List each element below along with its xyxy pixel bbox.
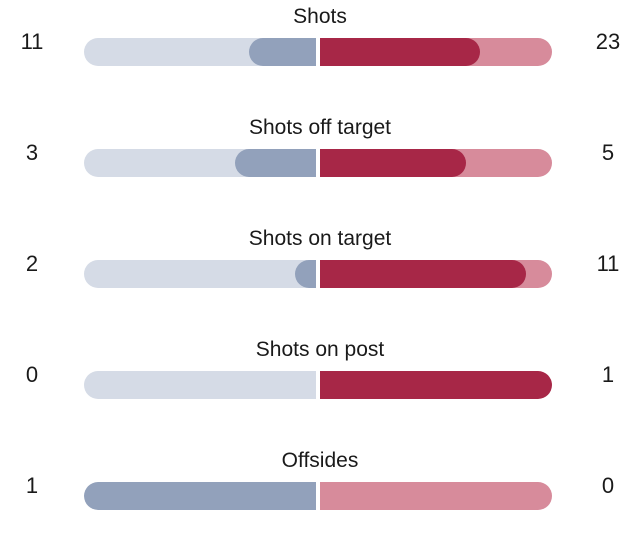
stat-label: Shots on post [255, 338, 385, 361]
stat-row-shots-on-post: Shots on post 0 1 [0, 337, 640, 407]
stat-row-shots-off-target: Shots off target 3 5 [0, 115, 640, 185]
home-bar-fill [234, 149, 316, 177]
home-value: 3 [25, 140, 39, 165]
stat-label: Shots off target [248, 116, 392, 139]
stat-row-shots: Shots 11 23 [0, 4, 640, 74]
away-bar-track [320, 371, 552, 399]
home-value: 11 [20, 29, 44, 54]
home-bar-track [84, 260, 316, 288]
stat-label: Shots on target [248, 227, 392, 250]
away-bar-fill [320, 38, 481, 66]
away-bar-fill [320, 149, 467, 177]
home-value: 2 [25, 251, 39, 276]
home-bar-fill [248, 38, 316, 66]
away-bar-fill [320, 260, 527, 288]
home-bar-fill [295, 260, 316, 288]
away-bar-track [320, 482, 552, 510]
away-value: 11 [596, 251, 620, 276]
home-bar-fill [84, 482, 316, 510]
stat-label: Offsides [281, 449, 359, 472]
away-bar-track [320, 149, 552, 177]
home-bar-track [84, 482, 316, 510]
away-value: 23 [595, 29, 621, 54]
stat-row-offsides: Offsides 1 0 [0, 448, 640, 518]
home-bar-track [84, 371, 316, 399]
stat-label: Shots [293, 5, 347, 28]
home-bar-track [84, 149, 316, 177]
away-bar-track [320, 260, 552, 288]
home-value: 1 [25, 473, 39, 498]
home-bar-track [84, 38, 316, 66]
away-value: 0 [601, 473, 615, 498]
away-bar-fill [320, 371, 552, 399]
stat-row-shots-on-target: Shots on target 2 11 [0, 226, 640, 296]
home-value: 0 [25, 362, 39, 387]
away-value: 1 [601, 362, 615, 387]
away-bar-track [320, 38, 552, 66]
away-value: 5 [601, 140, 615, 165]
